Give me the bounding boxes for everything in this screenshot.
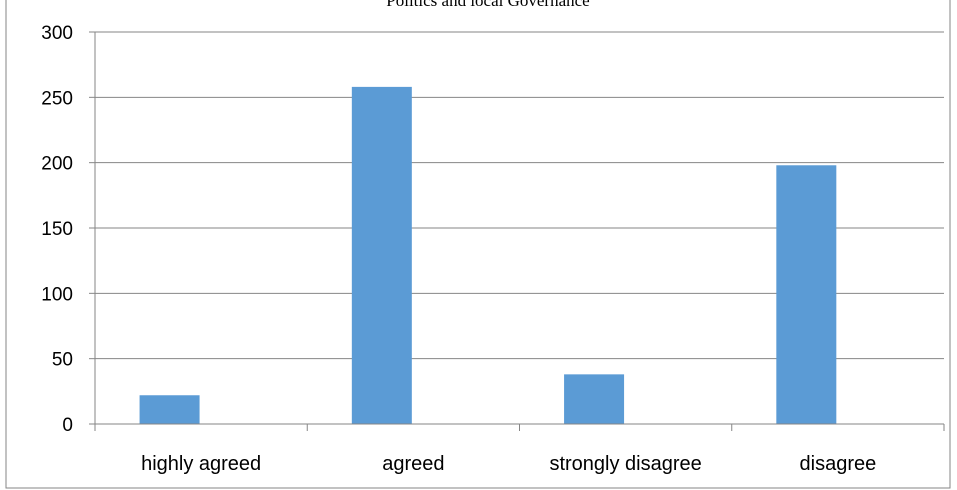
y-tick-label: 250 xyxy=(41,88,73,109)
x-tick-label: disagree xyxy=(800,453,877,475)
bar-agreed xyxy=(351,86,412,424)
x-tick-label: strongly disagree xyxy=(549,453,701,475)
y-tick-label: 200 xyxy=(41,154,73,175)
chart-title: Politics and local Governance xyxy=(386,0,589,10)
axes xyxy=(89,31,945,431)
x-tick-label: highly agreed xyxy=(141,453,261,475)
bar-strongly-disagree xyxy=(564,374,625,424)
bars xyxy=(139,86,837,424)
gridlines xyxy=(95,31,944,360)
y-tick-label: 0 xyxy=(62,415,73,436)
y-tick-label: 100 xyxy=(41,284,73,305)
y-tick-label: 150 xyxy=(41,219,73,240)
bar-highly-agreed xyxy=(139,395,200,424)
y-tick-label: 300 xyxy=(41,23,73,44)
y-tick-label: 50 xyxy=(52,350,73,371)
x-tick-label: agreed xyxy=(382,453,444,475)
labels: 0 50 100 150 200 250 300 highly agreed agreed str… xyxy=(41,23,876,475)
bar-disagree xyxy=(776,165,837,424)
